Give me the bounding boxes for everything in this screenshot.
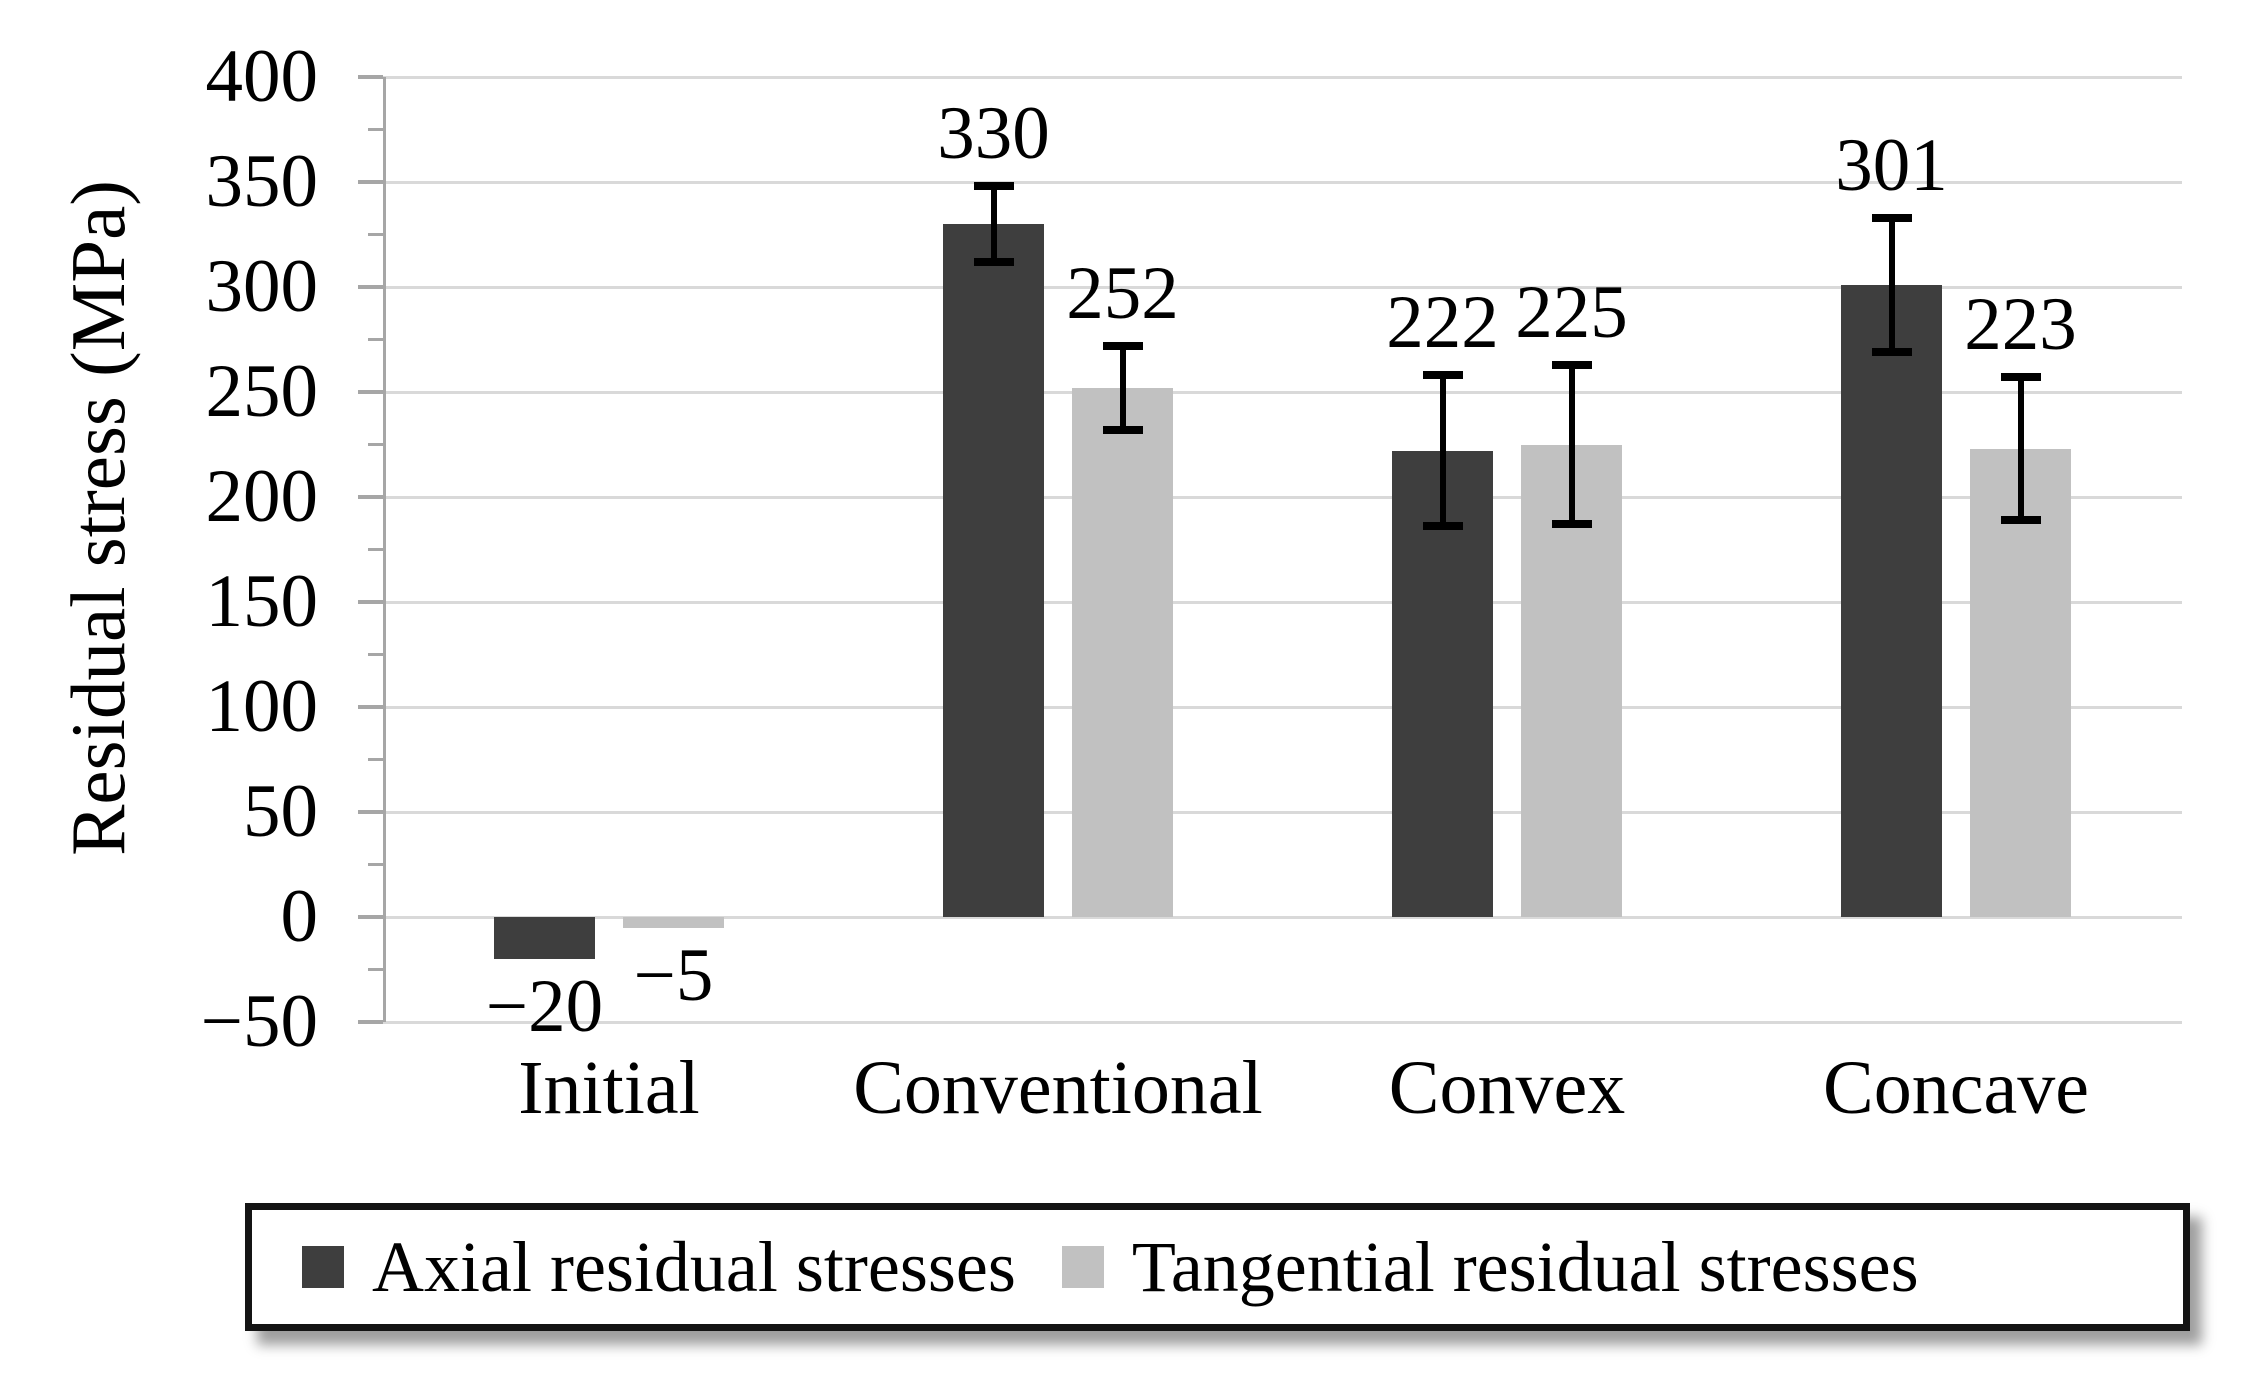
y-axis-major-tick [358,810,383,814]
legend-item-axial: Axial residual stresses [302,1231,1016,1303]
y-axis-minor-tick [368,758,383,761]
y-axis-minor-tick [368,233,383,236]
tangential-bar [623,917,724,928]
y-axis-tick-label: 250 [205,350,319,433]
legend-item-tangential: Tangential residual stresses [1061,1227,1919,1307]
y-axis-major-tick [358,915,383,919]
axial-bar [494,917,595,959]
error-bar-bottom-cap [1871,348,1912,357]
error-bar-bottom-cap [973,257,1014,266]
data-value-label: −5 [633,933,714,1017]
axial-bar [943,224,1044,917]
data-value-label: 252 [1066,251,1179,335]
error-bar-bottom-cap [1102,425,1143,434]
y-axis-tick-label: 400 [205,35,319,118]
y-axis-major-tick [358,285,383,289]
y-axis-minor-tick [368,653,383,656]
y-axis-major-tick [358,75,383,79]
legend: Axial residual stresses Tangential resid… [245,1203,2190,1331]
data-value-label: 222 [1386,281,1499,365]
y-axis-tick-label: 300 [205,245,319,328]
tangential-bar [1072,387,1173,917]
y-axis-tick-label: 0 [280,875,319,958]
data-value-label: −20 [485,965,604,1048]
error-bar-top-cap [1102,341,1143,350]
gridline [383,495,2182,499]
y-axis-tick-label: 50 [243,770,318,853]
error-bar-bottom-cap [1422,522,1463,531]
category-label: Conventional [853,1046,1263,1130]
axial-series-swatch-icon [302,1246,344,1288]
data-value-label: 301 [1835,123,1948,207]
error-bar-top-cap [1422,371,1463,380]
category-label: Initial [518,1046,700,1130]
y-axis-major-tick [358,495,383,499]
gridline [383,600,2182,604]
data-value-label: 330 [937,92,1050,176]
category-label: Convex [1388,1046,1626,1130]
error-bar-bottom-cap [2000,516,2041,525]
error-bar-top-cap [2000,373,2041,382]
error-bar-line [1888,217,1895,353]
y-axis-tick-label: 350 [205,140,319,223]
y-axis-major-tick [358,390,383,394]
tangential-bar [1970,448,2071,917]
y-axis-tick-label: −50 [200,980,318,1063]
y-axis-minor-tick [368,128,383,131]
error-bar-top-cap [973,182,1014,191]
gridline [383,180,2182,184]
gridline [383,705,2182,709]
data-value-label: 223 [1964,283,2077,367]
y-axis-tick-label: 150 [205,560,319,643]
y-axis-minor-tick [368,863,383,866]
y-axis-tick-label: 200 [205,455,319,538]
axial-bar [1841,284,1942,917]
error-bar-line [1439,375,1446,527]
legend-label-tangential: Tangential residual stresses [1131,1227,1919,1307]
y-axis-major-tick [358,600,383,604]
gridline [383,810,2182,814]
error-bar-bottom-cap [1551,520,1592,529]
y-axis-minor-tick [368,548,383,551]
error-bar-line [990,186,997,262]
error-bar-line [2017,377,2024,521]
y-axis-major-tick [358,1020,383,1024]
y-axis-line [383,77,386,1022]
error-bar-top-cap [1551,360,1592,369]
y-axis-major-tick [358,180,383,184]
y-axis-tick-label: 100 [205,665,319,748]
data-value-label: 225 [1515,270,1628,354]
gridline [383,285,2182,289]
error-bar-top-cap [1871,213,1912,222]
gridline [383,75,2182,79]
tangential-series-swatch-icon [1061,1246,1104,1288]
error-bar-line [1119,345,1126,430]
gridline [383,1020,2182,1024]
gridline [383,390,2182,394]
error-bar-line [1568,364,1575,525]
y-axis-minor-tick [368,968,383,971]
y-axis-major-tick [358,705,383,709]
gridline [383,915,2182,919]
y-axis-minor-tick [368,443,383,446]
category-label: Concave [1823,1046,2089,1130]
y-axis-minor-tick [368,338,383,341]
legend-label-axial: Axial residual stresses [372,1227,1016,1307]
